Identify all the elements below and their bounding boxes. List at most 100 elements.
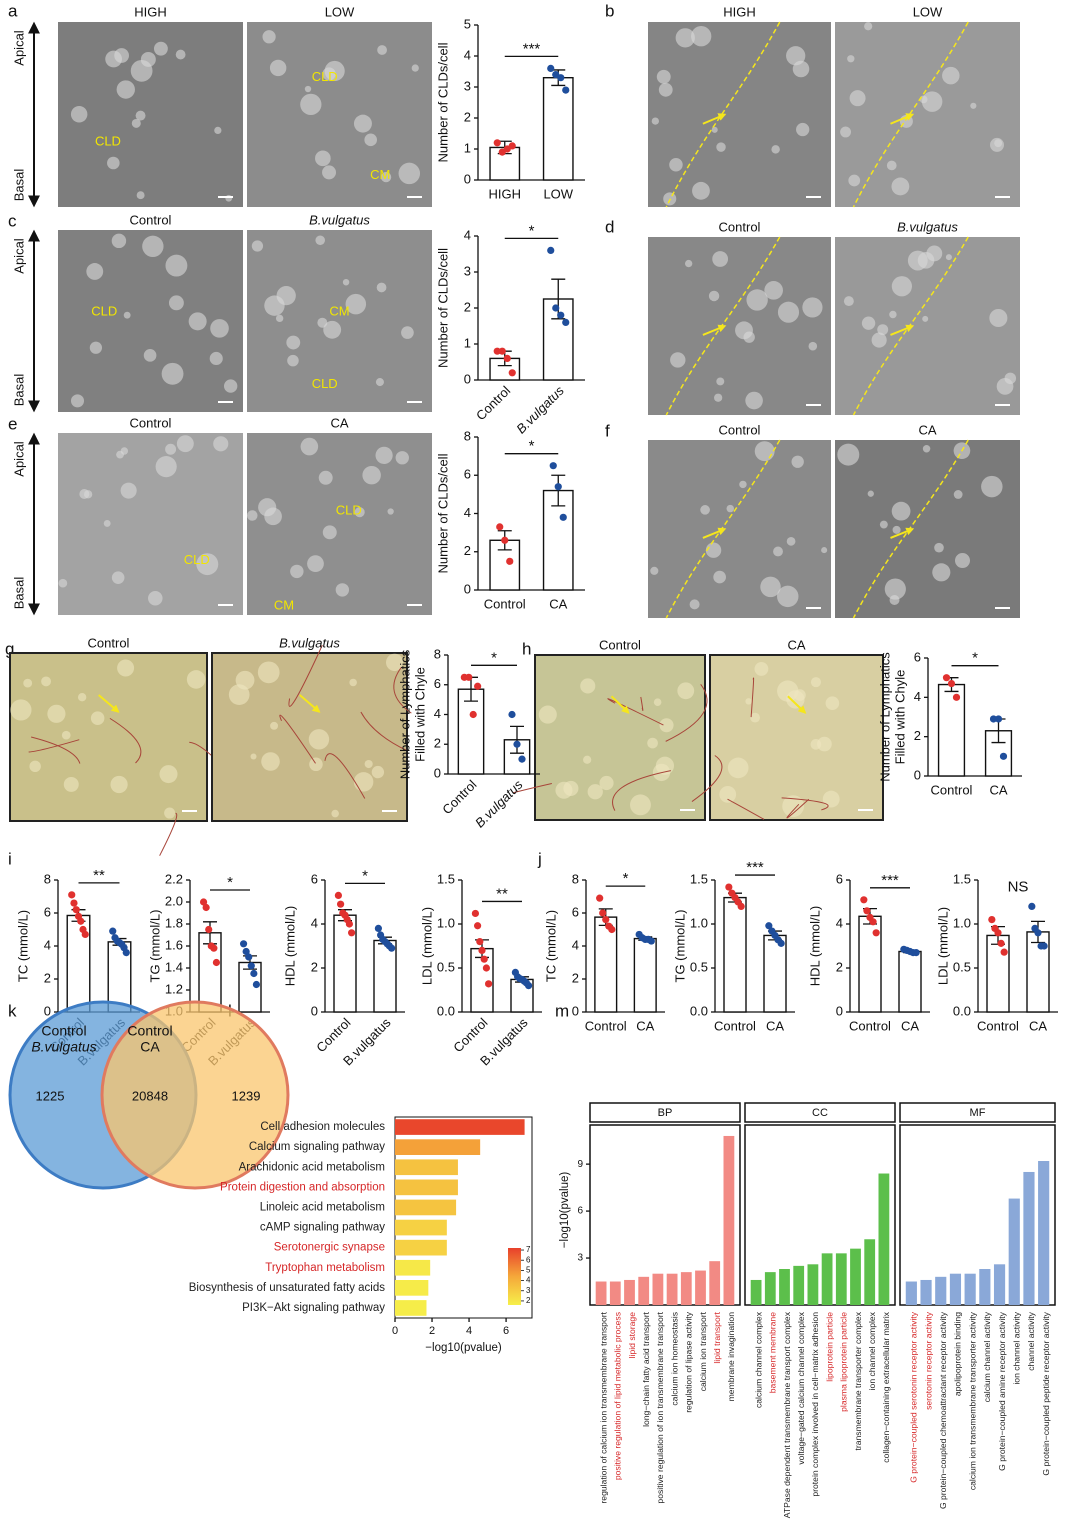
texture bbox=[771, 145, 780, 154]
facet-strip bbox=[589, 1102, 741, 1123]
image-title: B.vulgatus bbox=[279, 635, 340, 650]
texture bbox=[777, 301, 800, 323]
colorbar-tick-label: 2 bbox=[526, 1296, 531, 1305]
arrow bbox=[890, 527, 915, 539]
data-point bbox=[485, 980, 493, 988]
data-point bbox=[997, 939, 1005, 947]
texture bbox=[538, 705, 557, 724]
data-point bbox=[999, 752, 1008, 760]
apical-label: Apical bbox=[11, 441, 26, 477]
venn-set-label: B.vulgatus bbox=[31, 1039, 96, 1055]
texture bbox=[822, 790, 840, 808]
texture bbox=[653, 698, 662, 706]
bar bbox=[695, 1270, 706, 1305]
category-label: Tryptophan metabolism bbox=[265, 1262, 385, 1274]
panel-letter: m bbox=[555, 1001, 569, 1020]
texture bbox=[651, 117, 659, 125]
data-point bbox=[247, 962, 255, 970]
texture bbox=[867, 490, 874, 497]
y-tick-label: 6 bbox=[914, 649, 921, 664]
texture bbox=[401, 326, 414, 339]
venn-set bbox=[100, 1000, 290, 1190]
bar bbox=[395, 1159, 458, 1176]
panel-letter: b bbox=[605, 1, 614, 20]
image-title: B.vulgatus bbox=[309, 212, 370, 227]
bar bbox=[979, 1269, 991, 1305]
image-title: CA bbox=[330, 415, 348, 430]
data-point bbox=[474, 922, 482, 930]
texture bbox=[891, 501, 911, 521]
texture bbox=[168, 295, 184, 311]
colorbar-tick-label: 7 bbox=[526, 1245, 531, 1254]
y-tick-label: 0.0 bbox=[437, 1003, 455, 1018]
texture bbox=[251, 240, 264, 252]
venn-set-label: CA bbox=[140, 1039, 160, 1055]
texture bbox=[270, 721, 279, 730]
data-point bbox=[199, 898, 208, 906]
texture bbox=[258, 498, 277, 517]
texture bbox=[315, 235, 325, 246]
texture bbox=[921, 91, 943, 112]
structure-label: CLD bbox=[312, 69, 338, 84]
vessel bbox=[159, 812, 178, 856]
texture bbox=[209, 351, 223, 366]
y-tick-label: 0.0 bbox=[690, 1003, 708, 1018]
x-tick-label: 4 bbox=[466, 1325, 472, 1337]
texture bbox=[143, 349, 157, 362]
data-point bbox=[70, 899, 78, 907]
image-title: HIGH bbox=[723, 4, 756, 19]
data-point bbox=[559, 513, 567, 521]
x-tick-label: Control bbox=[977, 1018, 1019, 1033]
y-tick-label: 1.6 bbox=[165, 937, 183, 952]
y-axis-label: Number of Lymphatics bbox=[397, 649, 412, 779]
category-label: serotonin receptor activity bbox=[923, 1311, 933, 1410]
texture bbox=[840, 126, 852, 138]
basal-border bbox=[852, 21, 969, 208]
data-point bbox=[496, 523, 504, 531]
data-point bbox=[388, 944, 396, 952]
category-label: Linoleic acid metabolism bbox=[260, 1201, 385, 1213]
image-title: B.vulgatus bbox=[897, 219, 958, 234]
category-label: Cell adhesion molecules bbox=[260, 1121, 385, 1133]
texture bbox=[684, 259, 693, 268]
basal-label: Basal bbox=[11, 577, 26, 610]
texture bbox=[120, 482, 137, 499]
x-tick-label: CA bbox=[636, 1018, 654, 1033]
y-tick-label: 3 bbox=[464, 78, 471, 93]
bar bbox=[1023, 1171, 1035, 1305]
texture bbox=[990, 137, 1004, 152]
data-point bbox=[647, 937, 655, 945]
texture bbox=[315, 150, 331, 167]
data-point bbox=[508, 369, 516, 377]
texture bbox=[714, 393, 723, 402]
y-tick-label: 0 bbox=[464, 171, 471, 186]
texture bbox=[176, 435, 194, 453]
data-point bbox=[1040, 942, 1048, 950]
data-point bbox=[469, 710, 477, 719]
texture bbox=[864, 22, 873, 31]
texture bbox=[286, 335, 301, 350]
vessel bbox=[28, 739, 80, 753]
bar bbox=[723, 896, 747, 1013]
arrow bbox=[787, 695, 807, 714]
texture bbox=[884, 578, 906, 600]
vessel bbox=[360, 711, 408, 751]
y-tick-label: 8 bbox=[434, 646, 441, 661]
bar bbox=[764, 1272, 776, 1305]
error-bar bbox=[551, 278, 566, 320]
y-axis-label: LDL (mmol/L) bbox=[419, 907, 434, 985]
texture bbox=[110, 775, 128, 794]
x-axis-label: −log10(pvalue) bbox=[425, 1342, 502, 1354]
texture bbox=[322, 165, 337, 180]
facet-title: CC bbox=[812, 1107, 828, 1119]
data-point bbox=[493, 347, 501, 355]
category-label: lipid storage bbox=[627, 1312, 637, 1359]
data-point bbox=[557, 311, 565, 319]
texture bbox=[782, 795, 805, 818]
y-tick-label: 2 bbox=[434, 736, 441, 751]
bar bbox=[542, 76, 574, 181]
structure-label: CLD bbox=[91, 303, 117, 318]
data-point bbox=[498, 347, 506, 355]
vessel bbox=[109, 717, 142, 764]
data-point bbox=[725, 883, 733, 891]
